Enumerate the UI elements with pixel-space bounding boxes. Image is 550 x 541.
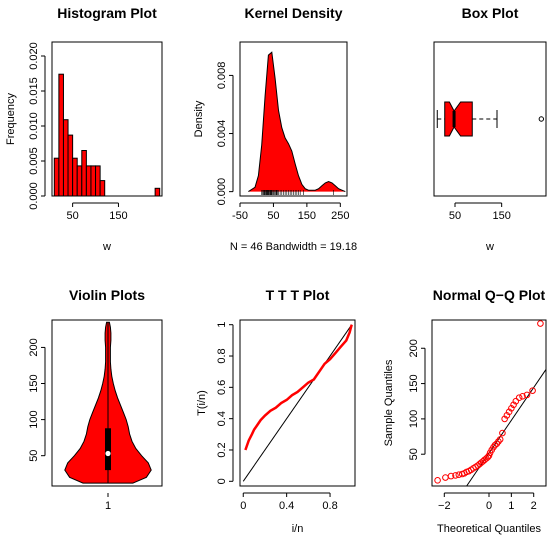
y-tick-label: 0.005 — [28, 147, 40, 175]
y-tick-label: 0 — [216, 478, 228, 484]
plot-frame — [431, 319, 547, 487]
x-tick-label: 150 — [492, 210, 510, 222]
ttt-plot-panel: T T T Plot 0 0.4 0.8 0 0.2 0.4 0.6 0.8 1 i/n T(i/n) — [196, 287, 356, 535]
y-tick-label: 200 — [408, 339, 420, 357]
histogram-panel: Histogram Plot 50 150 0.000 0.005 0.010 0.015 0… — [5, 5, 163, 253]
reference-line — [242, 324, 353, 482]
ttt-curve — [244, 324, 353, 451]
x-axis-label: N = 46 Bandwidth = 19.18 — [230, 241, 357, 253]
x-tick-label: 1 — [508, 500, 514, 512]
x-tick-label: 0.4 — [279, 500, 294, 512]
qq-point — [452, 472, 459, 479]
panel-title: Kernel Density — [244, 5, 342, 21]
y-tick-label: 0.015 — [28, 77, 40, 105]
x-tick-label: 1 — [105, 500, 111, 512]
x-tick-label: 150 — [109, 210, 127, 222]
density-curve — [248, 51, 346, 193]
x-tick-label: 250 — [331, 210, 349, 222]
x-tick-label: 0 — [486, 500, 492, 512]
y-tick-label: 50 — [408, 448, 420, 460]
histogram-bar — [62, 119, 69, 197]
x-tick-label: 0 — [240, 500, 246, 512]
y-tick-label: 0.020 — [28, 42, 40, 70]
histogram-bar — [58, 73, 64, 197]
histogram-bar — [76, 165, 83, 197]
x-tick-label: −2 — [438, 500, 451, 512]
histogram-bar — [67, 134, 74, 197]
histogram-bar — [85, 165, 92, 197]
y-tick-label: 0.2 — [216, 442, 228, 457]
qq-point — [523, 391, 531, 399]
y-tick-label: 0.4 — [216, 411, 228, 426]
qq-point — [519, 392, 526, 400]
violin-median — [105, 450, 111, 457]
x-tick-label: 150 — [298, 210, 316, 222]
histogram-bar — [95, 165, 101, 197]
panel-title: Violin Plots — [69, 287, 145, 303]
x-tick-label: 50 — [67, 210, 79, 222]
qq-point — [434, 477, 441, 484]
box-body — [444, 101, 473, 137]
y-tick-label: 0.000 — [28, 182, 40, 210]
violin-box — [105, 428, 111, 471]
x-tick-label: 50 — [449, 210, 461, 222]
y-tick-label: 1 — [216, 322, 228, 328]
histogram-bar — [53, 157, 60, 197]
histogram-bar — [154, 187, 161, 197]
histogram-bar — [90, 165, 97, 197]
outlier-point — [538, 116, 545, 122]
y-axis-label: Frequency — [5, 93, 17, 145]
y-axis-label: Density — [193, 100, 205, 137]
qq-point — [491, 441, 499, 449]
qq-point — [447, 472, 455, 480]
kernel-density-panel: Kernel Density -50 50 150 250 0.000 0.004 0.008… — [193, 5, 357, 253]
panel-title: T T T Plot — [266, 287, 330, 303]
x-tick-label: 50 — [267, 210, 279, 222]
x-tick-label: -50 — [232, 210, 248, 222]
qq-point — [495, 438, 502, 445]
normal-qq-panel: Normal Q−Q Plot −2 0 1 2 50 100 150 200 Theoretic… — [383, 287, 547, 535]
qq-point — [529, 387, 536, 394]
x-axis-label: w — [485, 241, 494, 253]
qq-point — [537, 320, 544, 327]
histogram-bar — [99, 180, 106, 197]
panel-title: Normal Q−Q Plot — [433, 287, 546, 303]
y-tick-label: 0.8 — [216, 348, 228, 363]
y-tick-label: 50 — [28, 450, 40, 462]
plot-frame — [433, 41, 547, 197]
y-tick-label: 0.010 — [28, 112, 40, 140]
histogram-bar — [72, 157, 78, 197]
qq-point — [499, 429, 506, 437]
y-tick-label: 150 — [408, 374, 420, 392]
qq-point — [515, 394, 523, 402]
y-tick-label: 100 — [28, 410, 40, 428]
y-tick-label: 150 — [28, 374, 40, 392]
y-axis-label: T(i/n) — [196, 390, 208, 416]
x-tick-label: 2 — [531, 500, 537, 512]
y-tick-label: 200 — [28, 338, 40, 356]
plot-frame — [51, 319, 163, 487]
y-tick-label: 0.004 — [216, 120, 228, 148]
plot-frame — [239, 319, 356, 487]
qq-point — [442, 474, 449, 481]
y-axis-label: Sample Quantiles — [383, 359, 395, 446]
histogram-bar — [81, 150, 87, 197]
y-tick-label: 100 — [408, 410, 420, 428]
qq-point — [512, 397, 520, 405]
x-axis-label: i/n — [292, 523, 304, 535]
y-tick-label: 0.008 — [216, 62, 228, 90]
density-area — [248, 52, 346, 192]
panel-title: Box Plot — [462, 5, 519, 21]
qq-point — [496, 436, 504, 443]
y-tick-label: 0.000 — [216, 178, 228, 206]
x-tick-label: 0.8 — [322, 500, 337, 512]
x-axis-label: w — [102, 241, 111, 253]
box-plot-panel: Box Plot 50 150 w — [433, 5, 547, 253]
y-tick-label: 0.6 — [216, 380, 228, 395]
panel-title: Histogram Plot — [57, 5, 157, 21]
x-axis-label: Theoretical Quantiles — [437, 523, 541, 535]
plot-frame — [239, 41, 348, 197]
